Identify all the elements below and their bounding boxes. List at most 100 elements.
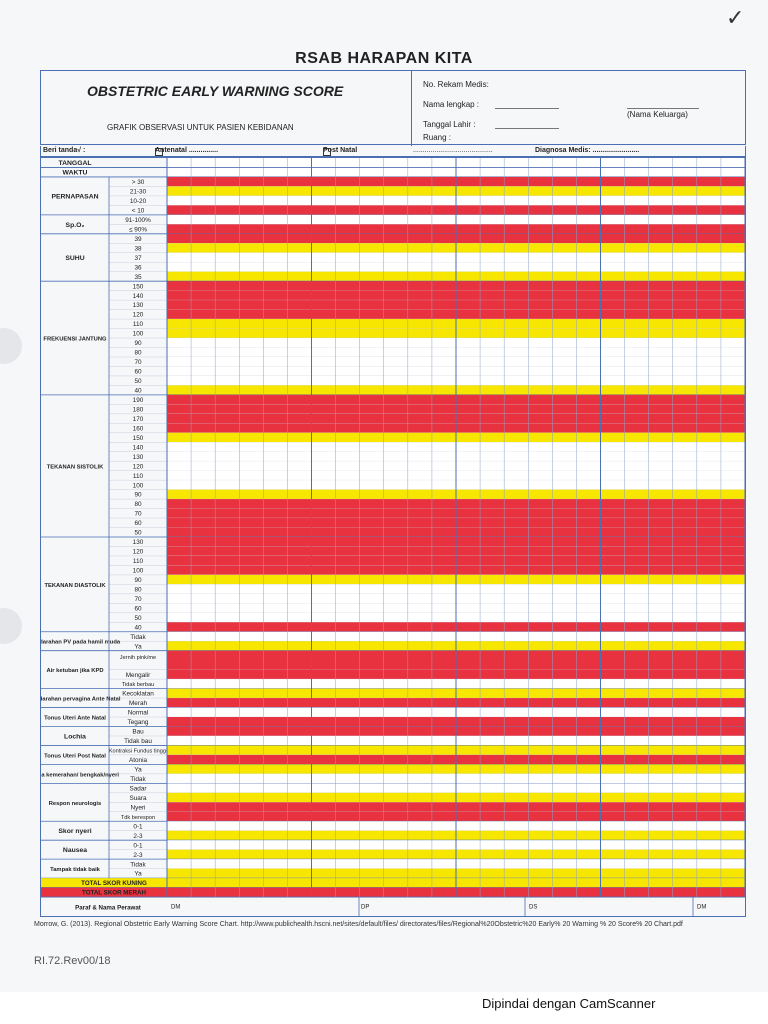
paraf-label: Paraf & Nama Perawat [75, 904, 141, 911]
hospital-title: RSAB HARAPAN KITA [295, 50, 473, 67]
row-value-label: Tidak [130, 861, 146, 868]
row-value-label: 100 [133, 568, 144, 575]
section-label: Tampak tidak baik [50, 867, 101, 873]
row-value-label: 150 [133, 435, 144, 442]
row-value-label: 170 [133, 416, 144, 423]
row-value-label: 130 [133, 302, 144, 309]
punch-hole [0, 328, 22, 364]
section-label: Sp.O₂ [66, 222, 85, 229]
row-value-label: 120 [133, 463, 144, 470]
row-value-label: 130 [133, 454, 144, 461]
section-label: TEKANAN DIASTOLIK [44, 583, 106, 589]
section-label: Perdarahan PV pada hamil muda [41, 640, 121, 646]
shift-code: DM [171, 904, 180, 910]
row-value-label: 60 [134, 520, 142, 527]
observation-chart-svg: TANGGAL WAKTU > 30 21-30 10-20 < 10 PERNAPASAN… [30, 158, 746, 916]
row-value-label: 90 [134, 577, 142, 584]
reference-citation: Morrow, G. (2013). Regional Obstetric Ea… [34, 921, 683, 928]
section-label: Respon neurologis [49, 801, 102, 807]
row-value-label: 2-3 [133, 852, 143, 859]
section-label: Air ketuban jika KPD [46, 668, 103, 674]
row-value-label: 38 [134, 245, 142, 252]
rekam-medis-field[interactable]: No. Rekam Medis: [423, 80, 489, 89]
ruang-field[interactable]: Ruang : [423, 133, 452, 142]
row-value-label: Ya [134, 643, 142, 650]
row-value-label: Atonia [129, 757, 148, 764]
row-value-label: 35 [134, 274, 142, 281]
shift-code: DS [529, 904, 537, 910]
row-value-label: > 30 [132, 179, 145, 186]
row-value-label: 80 [134, 586, 142, 593]
section-label: Nausea [63, 847, 87, 854]
section-label: TEKANAN SISTOLIK [47, 464, 104, 470]
row-value-label: 130 [133, 539, 144, 546]
nama-lengkap-field[interactable]: Nama lengkap : [423, 100, 480, 109]
row-value-label: 0-1 [133, 842, 143, 849]
row-value-label: 40 [134, 388, 142, 395]
section-label: Skor nyeri [58, 828, 91, 835]
row-value-label: 36 [134, 264, 142, 271]
shift-code: DP [361, 904, 369, 910]
row-value-label: 60 [134, 605, 142, 612]
section-label: Luka kemerahan/ bengkak/nyeri [41, 772, 119, 778]
row-value-label: 140 [133, 293, 144, 300]
tanggal-lahir-field[interactable]: Tanggal Lahir : [423, 120, 476, 129]
total-row-band [41, 878, 745, 888]
row-value-label: 110 [133, 473, 144, 480]
diagnosa-field[interactable]: Diagnosa Medis: ........................ [535, 147, 640, 154]
form-title: OBSTETRIC EARLY WARNING SCORE [87, 83, 344, 99]
antenatal-label: Antenatal ............... [155, 147, 219, 154]
section-label: Tonus Uteri Post Natal [44, 753, 106, 759]
total-label: TOTAL SKOR KUNING [81, 880, 147, 887]
punch-hole [0, 608, 22, 644]
post-natal-label: Post Natal [323, 147, 358, 154]
row-value-label: 50 [134, 615, 142, 622]
row-value-label: 91-100% [125, 217, 151, 224]
form-header: OBSTETRIC EARLY WARNING SCORE GRAFIK OBS… [40, 70, 746, 146]
section-label: PERNAPASAN [51, 193, 98, 200]
row-value-label: Bau [132, 729, 144, 736]
post-natal-dots: ........................................… [413, 147, 493, 154]
row-value-label: 110 [133, 321, 144, 328]
row-value-label: 90 [134, 340, 142, 347]
post-natal-checkbox[interactable] [323, 148, 331, 156]
scanner-watermark: Dipindai dengan CamScanner [482, 996, 656, 1011]
beri-tanda-label: Beri tanda√ : [43, 147, 86, 154]
row-value-label: Suara [129, 795, 146, 802]
row-value-label: Tidak [130, 634, 146, 641]
shift-code: DM [697, 904, 706, 910]
section-label: Lochia [64, 733, 86, 740]
row-value-label: 70 [134, 511, 142, 518]
row-value-label: Tidak bau [124, 738, 152, 745]
check-mark-icon: ✓ [726, 6, 745, 31]
form-paper: ✓ RSAB HARAPAN KITA OBSTETRIC EARLY WARN… [0, 6, 746, 967]
section-label: FREKUENSI JANTUNG [43, 337, 107, 343]
row-value-label: Kontraksi Fundus tinggi [109, 749, 167, 755]
row-value-label: Tidak berbau [122, 682, 154, 688]
row-value-label: Nyeri [131, 804, 146, 811]
row-value-label: 180 [133, 406, 144, 413]
row-value-label: 120 [133, 312, 144, 319]
row-value-label: 50 [134, 530, 142, 537]
row-value-label: Tegang [128, 719, 149, 726]
row-value-label: 60 [134, 369, 142, 376]
row-value-label: 70 [134, 596, 142, 603]
row-value-label: Kecoklatan [122, 691, 154, 698]
nama-keluarga-label: (Nama Keluarga) [627, 110, 688, 119]
row-value-label: 70 [134, 359, 142, 366]
form-subtitle: GRAFIK OBSERVASI UNTUK PASIEN KEBIDANAN [107, 123, 294, 132]
total-label: TOTAL SKOR MERAH [82, 890, 146, 897]
row-value-label: 100 [133, 331, 144, 338]
row-value-label: Tdk berespon [121, 815, 155, 821]
row-value-label: 50 [134, 378, 142, 385]
row-value-label: 120 [133, 549, 144, 556]
row-value-label: ≤ 90% [129, 226, 147, 233]
row-value-label: 110 [133, 558, 144, 565]
row-value-label: Ya [134, 871, 142, 878]
antenatal-checkbox[interactable] [155, 148, 163, 156]
row-value-label: 2-3 [133, 833, 143, 840]
section-label: Tonus Uteri Ante Natal [44, 716, 106, 722]
row-value-label: 190 [133, 397, 144, 404]
row-value-label: 80 [134, 501, 142, 508]
row-value-label: 80 [134, 350, 142, 357]
